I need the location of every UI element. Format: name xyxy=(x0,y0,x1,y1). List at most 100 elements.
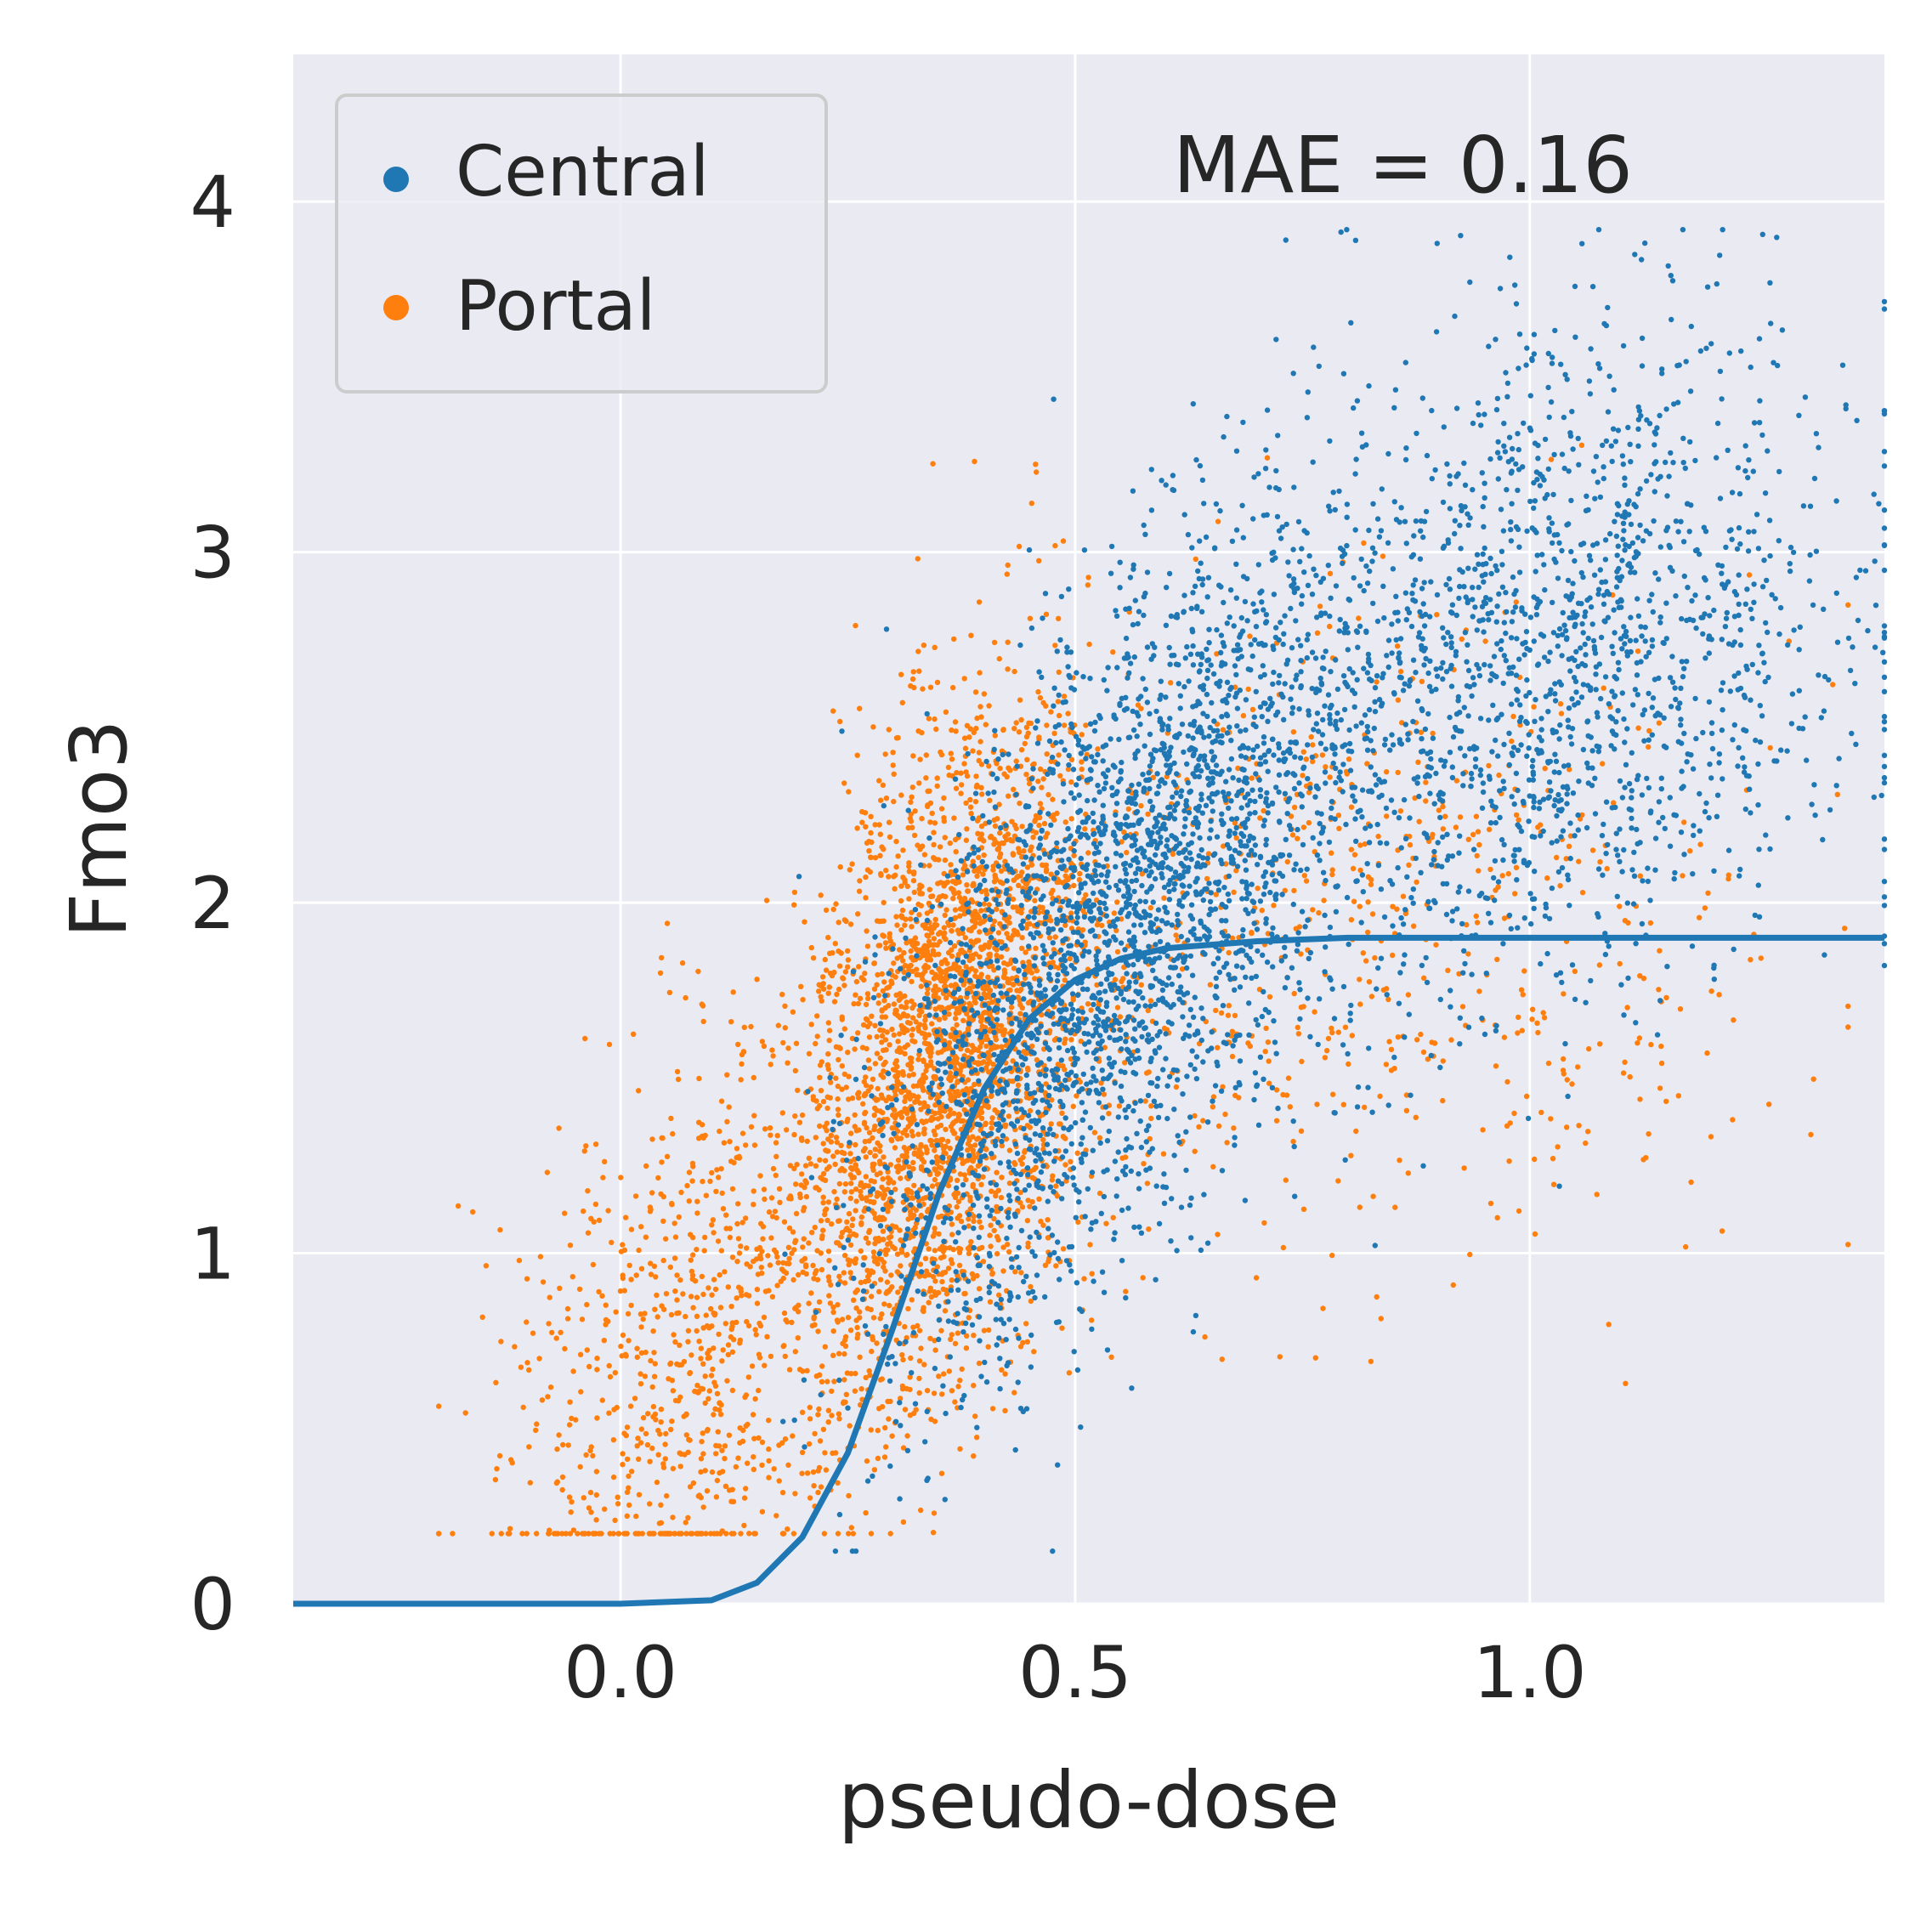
portal-point xyxy=(841,1189,847,1195)
portal-point xyxy=(1656,720,1663,726)
portal-point xyxy=(1431,1040,1438,1046)
portal-point xyxy=(858,1248,864,1254)
portal-point xyxy=(662,1441,668,1447)
central-point xyxy=(1554,838,1560,844)
portal-point xyxy=(852,1388,858,1394)
portal-point xyxy=(1066,1370,1073,1376)
portal-point xyxy=(1534,1020,1540,1027)
portal-point xyxy=(1403,1107,1410,1114)
portal-point xyxy=(853,1198,859,1204)
portal-point xyxy=(989,1406,996,1412)
portal-point xyxy=(672,1339,678,1345)
portal-point xyxy=(867,1373,873,1379)
portal-point xyxy=(1006,793,1011,799)
portal-point xyxy=(985,1344,991,1350)
portal-point xyxy=(659,954,665,961)
portal-point xyxy=(881,979,887,985)
portal-point xyxy=(1011,822,1018,829)
portal-point xyxy=(1031,1349,1037,1355)
portal-point xyxy=(1511,1110,1517,1117)
portal-point xyxy=(996,801,1002,807)
portal-point xyxy=(751,1142,758,1148)
portal-point xyxy=(825,1066,831,1073)
portal-point xyxy=(874,982,880,988)
portal-point xyxy=(606,1362,612,1369)
central-point xyxy=(1213,975,1220,982)
central-point xyxy=(1233,816,1240,822)
portal-point xyxy=(735,1236,742,1242)
portal-point xyxy=(841,1071,847,1078)
portal-point xyxy=(751,1188,756,1194)
portal-point xyxy=(1006,1113,1012,1119)
portal-point xyxy=(1407,841,1414,848)
portal-point xyxy=(658,1502,664,1509)
portal-point xyxy=(981,1010,987,1016)
portal-point xyxy=(843,1391,849,1398)
portal-point xyxy=(1121,964,1127,971)
portal-point xyxy=(1021,848,1027,854)
portal-point xyxy=(1010,852,1017,858)
portal-point xyxy=(723,1531,729,1537)
portal-point xyxy=(943,1126,949,1133)
portal-point xyxy=(909,784,916,790)
portal-point xyxy=(932,1147,938,1153)
portal-point xyxy=(700,1291,706,1298)
portal-point xyxy=(1656,987,1662,993)
central-point xyxy=(1204,691,1210,698)
portal-point xyxy=(1569,1081,1575,1087)
portal-point xyxy=(855,911,861,917)
portal-point xyxy=(776,1478,782,1484)
portal-point xyxy=(835,1319,841,1325)
portal-point xyxy=(883,1247,889,1253)
portal-point xyxy=(1125,806,1132,812)
portal-point xyxy=(769,1294,776,1300)
portal-point xyxy=(1535,1029,1541,1036)
portal-point xyxy=(797,1194,803,1201)
portal-point xyxy=(1420,1049,1427,1056)
portal-point xyxy=(1019,1005,1026,1011)
central-point xyxy=(1680,435,1686,441)
portal-point xyxy=(978,1115,985,1122)
portal-point xyxy=(573,1417,579,1423)
portal-point xyxy=(1566,843,1572,849)
portal-point xyxy=(891,771,897,777)
portal-point xyxy=(584,1301,590,1308)
central-point xyxy=(1692,457,1698,464)
portal-point xyxy=(923,1067,929,1074)
portal-point xyxy=(806,1155,812,1162)
portal-point xyxy=(1515,1030,1521,1036)
portal-point xyxy=(605,1208,611,1214)
central-point xyxy=(1871,491,1877,497)
portal-point xyxy=(854,1324,860,1331)
portal-point xyxy=(1067,955,1074,962)
portal-point xyxy=(1121,829,1127,835)
portal-point xyxy=(663,1531,669,1537)
portal-point xyxy=(872,1022,878,1029)
central-point xyxy=(1579,241,1585,246)
portal-point xyxy=(1019,869,1025,875)
portal-point xyxy=(676,1214,682,1220)
portal-point xyxy=(1065,766,1072,773)
portal-point xyxy=(847,921,854,927)
portal-point xyxy=(774,1133,780,1139)
central-point xyxy=(1351,704,1357,710)
portal-point xyxy=(1057,773,1063,778)
portal-point xyxy=(834,1196,840,1203)
portal-point xyxy=(1062,819,1068,825)
portal-point xyxy=(1348,1152,1354,1158)
portal-point xyxy=(848,1180,854,1186)
portal-point xyxy=(1031,761,1037,767)
portal-point xyxy=(840,975,846,981)
portal-point xyxy=(1558,711,1565,716)
portal-point xyxy=(900,1072,907,1079)
portal-point xyxy=(527,1480,533,1486)
portal-point xyxy=(961,1172,968,1178)
portal-point xyxy=(893,992,899,999)
portal-point xyxy=(991,1215,997,1222)
portal-point xyxy=(649,1190,655,1196)
portal-point xyxy=(881,1068,887,1074)
portal-point xyxy=(761,1186,768,1192)
portal-point xyxy=(755,1271,762,1277)
portal-point xyxy=(1842,926,1848,931)
portal-point xyxy=(899,914,905,920)
